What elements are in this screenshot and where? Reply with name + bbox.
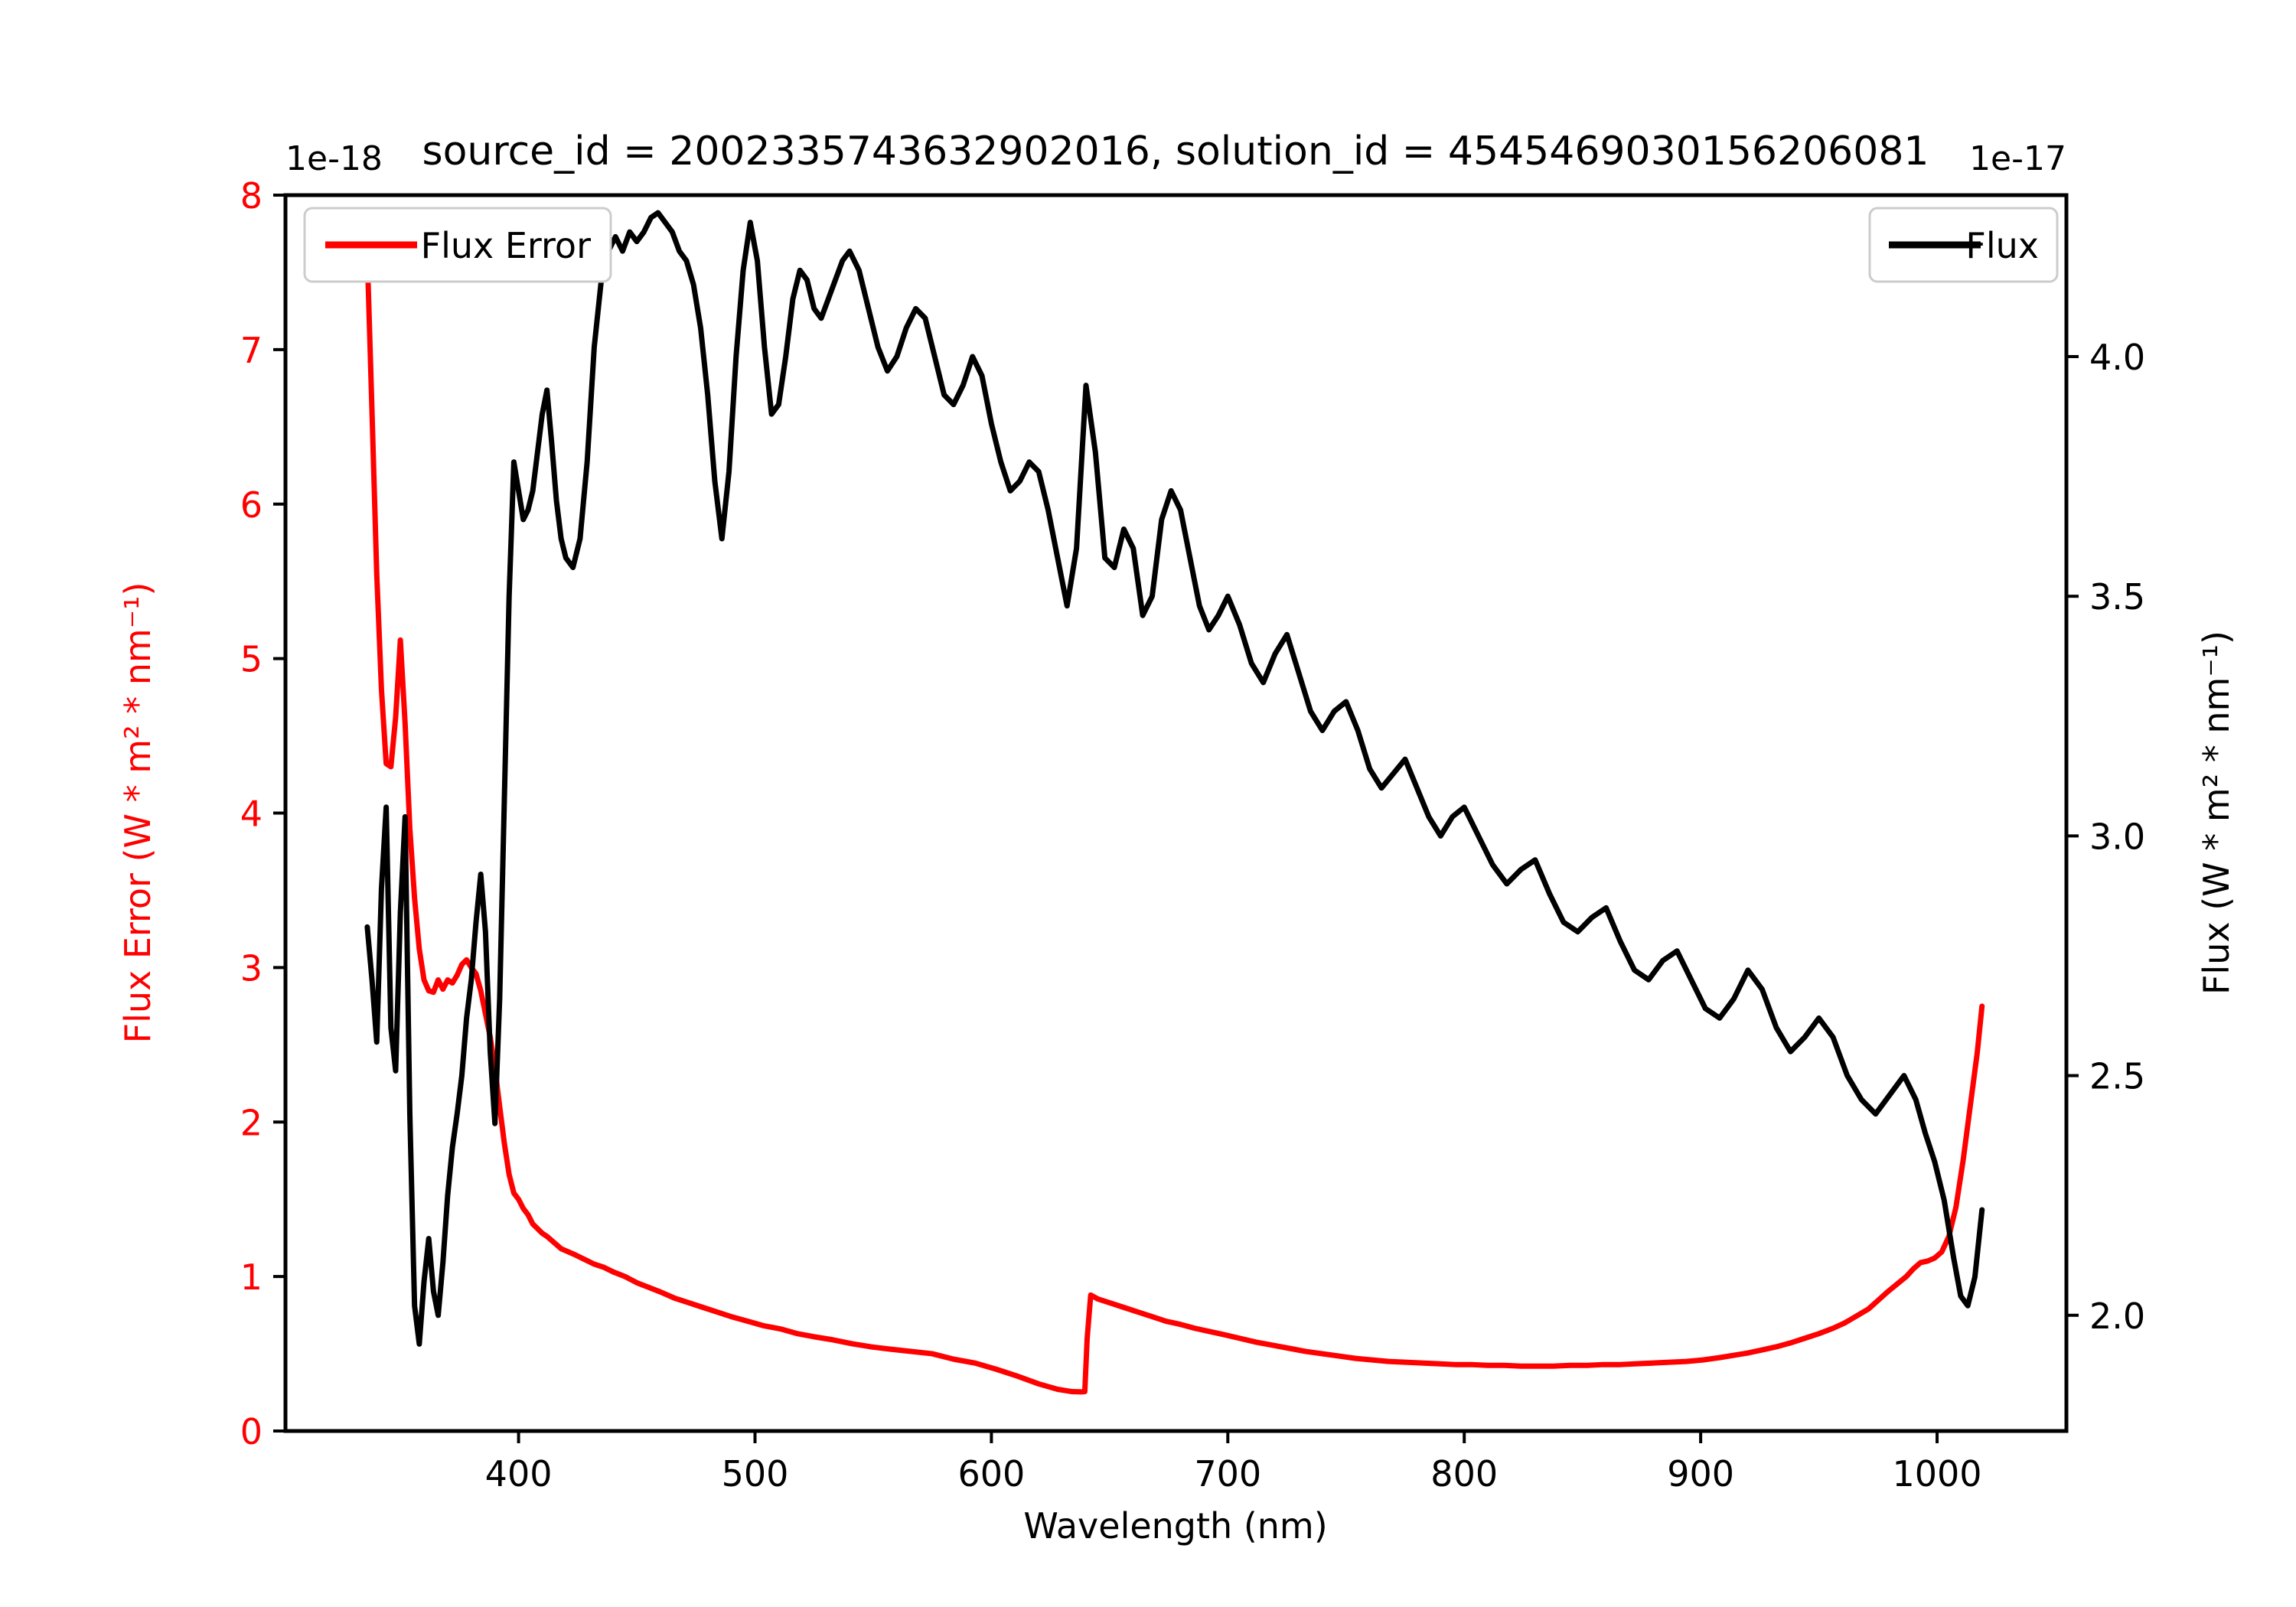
left-y-tick-label: 1 — [240, 1257, 263, 1298]
left-axis-offset-text: 1e-18 — [285, 139, 383, 178]
left-axis-title: Flux Error (W * m² * nm⁻¹) — [117, 582, 158, 1044]
legend-left-label: Flux Error — [421, 225, 591, 266]
left-y-tick-label: 3 — [240, 947, 263, 989]
right-axis-title: Flux (W * m² * nm⁻¹) — [2196, 631, 2237, 995]
x-tick-label: 1000 — [1892, 1453, 1981, 1495]
right-y-tick-label: 4.0 — [2089, 337, 2145, 378]
right-y-tick-label: 2.0 — [2089, 1296, 2145, 1337]
left-y-tick-label: 2 — [240, 1102, 263, 1143]
x-tick-label: 400 — [485, 1453, 553, 1495]
left-y-tick-label: 5 — [240, 639, 263, 680]
right-y-tick-label: 3.0 — [2089, 816, 2145, 857]
legend-left-box — [303, 207, 612, 283]
right-axis-offset-text: 1e-17 — [1969, 139, 2066, 178]
x-axis-title: Wavelength (nm) — [1023, 1505, 1327, 1547]
left-y-tick-label: 4 — [240, 794, 263, 835]
page-title: source_id = 2002335743632902016, solutio… — [422, 129, 1929, 174]
data-series-layer — [364, 210, 1985, 1395]
left-y-tick-label: 8 — [240, 175, 263, 217]
axes-frame — [283, 193, 2069, 1433]
axis-ticks-layer: 400 500 600 700 800 900 1000 0 1 2 3 4 5 6 7 8 2.0 2.5 3.0… — [240, 175, 2145, 1495]
right-y-tick-label: 3.5 — [2089, 576, 2145, 618]
series-flux — [364, 210, 1985, 1347]
left-y-tick-label: 7 — [240, 330, 263, 371]
x-tick-label: 500 — [722, 1453, 789, 1495]
legend-right-label: Flux — [1965, 225, 2039, 266]
x-tick-label: 800 — [1430, 1453, 1498, 1495]
x-tick-label: 600 — [957, 1453, 1025, 1495]
left-y-tick-label: 0 — [240, 1411, 263, 1452]
legend-flux[interactable]: Flux — [1868, 207, 2059, 283]
series-flux-error — [364, 251, 1985, 1395]
legend-flux-error[interactable]: Flux Error — [303, 207, 612, 283]
x-tick-label: 900 — [1667, 1453, 1734, 1495]
right-y-tick-label: 2.5 — [2089, 1056, 2145, 1097]
x-tick-label: 700 — [1194, 1453, 1261, 1495]
left-y-tick-label: 6 — [240, 484, 263, 526]
